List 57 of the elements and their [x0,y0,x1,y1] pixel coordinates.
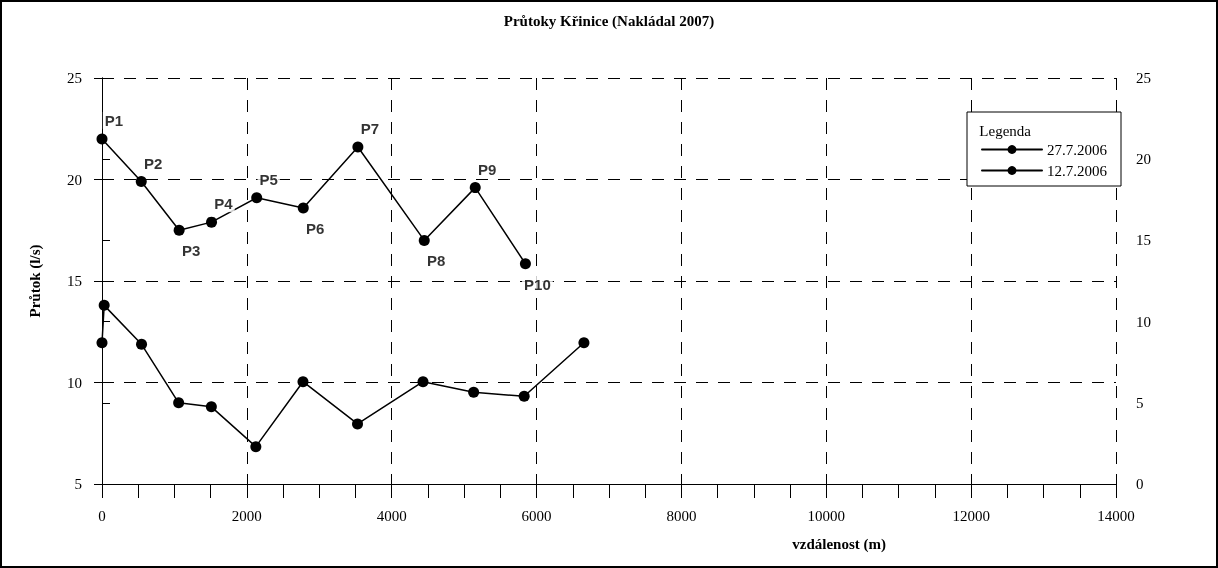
legend-label: 27.7.2006 [1047,141,1108,158]
annotation: P5 [259,170,278,188]
x-tick-label: 12000 [952,507,990,524]
point [173,397,185,409]
point [519,258,531,270]
x-tick-label: 14000 [1097,507,1135,524]
annotation: P2 [144,154,163,172]
annotation: P10 [524,275,551,293]
annotation: P6 [306,219,325,237]
y2-tick-label: 10 [1136,313,1151,330]
point [578,337,590,349]
chart-title: Průtoky Křinice (Nakládal 2007) [503,12,715,30]
point [297,376,309,388]
point [136,338,148,350]
annotation: P3 [181,242,201,260]
x-tick-label: 2000 [231,507,262,524]
x-tick-label: 8000 [666,507,697,524]
y-axis-title: Průtok (l/s) [26,244,44,318]
point [518,390,530,402]
annotation: P7 [360,120,380,138]
point [417,376,429,388]
point [206,216,218,228]
y2-tick-label: 5 [1136,394,1144,411]
point [251,192,263,204]
point [352,418,364,430]
point [297,202,309,214]
point [96,337,108,349]
annotation: P1 [104,111,124,129]
point [250,441,262,453]
x-tick-label: 4000 [376,507,407,524]
point [205,401,217,413]
point [468,386,480,398]
point [98,299,110,311]
x-tick-label: 6000 [521,507,552,524]
point [173,224,185,236]
annotation: P8 [427,252,446,270]
y2-tick-label: 15 [1136,232,1151,249]
point [418,234,430,246]
point [352,141,364,153]
x-tick-label: 0 [98,507,106,524]
y-tick-label: 20 [67,171,82,188]
point [469,182,481,194]
y2-tick-label: 0 [1136,476,1144,492]
annotation: P9 [478,160,497,178]
y-tick-label: 5 [74,476,82,492]
annotation: P4 [214,195,234,213]
point [96,133,108,145]
legend-label: 12.7.2006 [1047,162,1108,179]
legend-title: Legenda [979,122,1032,139]
y-tick-label: 25 [67,70,82,86]
y2-tick-label: 20 [1136,151,1151,168]
y-tick-label: 15 [67,273,82,289]
point [135,176,147,188]
x-tick-label: 10000 [807,507,846,524]
x-axis-title: vzdálenost (m) [792,535,886,553]
y2-tick-label: 25 [1136,70,1151,86]
y-tick-label: 10 [67,374,82,391]
